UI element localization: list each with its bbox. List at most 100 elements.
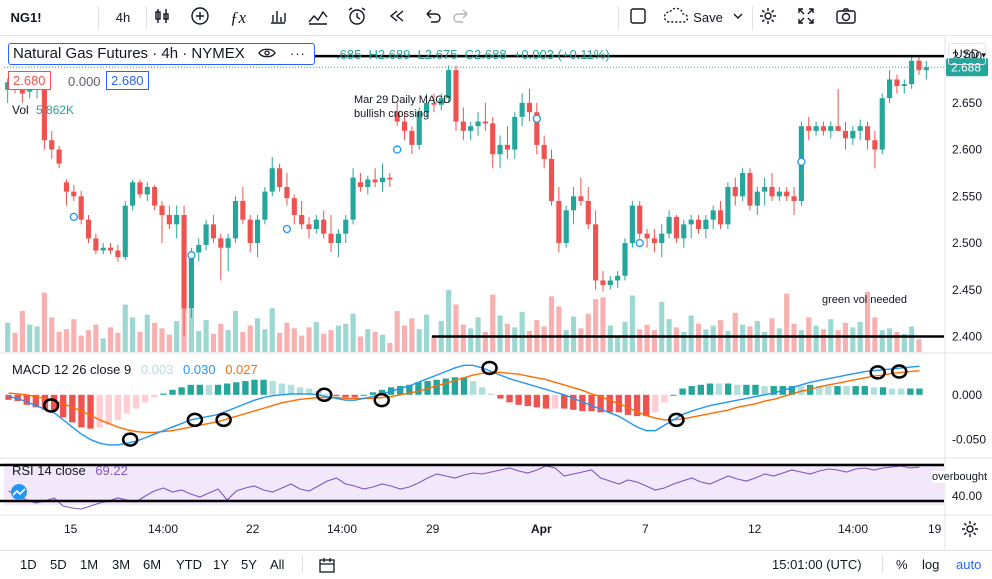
range-button-ytd[interactable]: YTD bbox=[176, 557, 202, 572]
volume-bar bbox=[328, 330, 334, 352]
volume-bar bbox=[299, 335, 305, 352]
candle-body bbox=[688, 219, 694, 225]
macd-histogram-bar bbox=[451, 377, 459, 395]
toolbar-divider bbox=[302, 555, 303, 573]
financials-button[interactable] bbox=[266, 6, 290, 30]
macd-histogram-bar bbox=[916, 388, 923, 395]
candle-body bbox=[894, 79, 900, 86]
currency-selector[interactable]: USD ▾ bbox=[948, 43, 986, 65]
range-button-5d[interactable]: 5D bbox=[50, 557, 67, 572]
volume-bar bbox=[894, 331, 900, 352]
macd-histogram-bar bbox=[214, 384, 222, 395]
chart-area[interactable]: 2.700 2.650 2.600 2.550 2.500 2.450 2.400 2.688… bbox=[0, 37, 992, 550]
candle-body bbox=[269, 168, 275, 192]
volume-bar bbox=[512, 327, 518, 352]
price-tick-label: 2.400 bbox=[952, 330, 982, 344]
currency-label: USD bbox=[954, 47, 980, 61]
range-button-1m[interactable]: 1M bbox=[80, 557, 99, 572]
macd-histogram-bar bbox=[233, 382, 240, 395]
volume-bar bbox=[5, 322, 11, 352]
candle-body bbox=[277, 168, 283, 187]
event-marker bbox=[187, 251, 196, 260]
candle-body bbox=[56, 149, 62, 164]
macd-histogram-bar bbox=[852, 386, 859, 395]
volume-bar bbox=[365, 329, 371, 352]
auto-toggle[interactable]: auto bbox=[956, 557, 982, 572]
candle-body bbox=[401, 121, 408, 131]
volume-bar bbox=[629, 295, 635, 352]
volume-bar bbox=[196, 331, 202, 352]
range-button-5y[interactable]: 5Y bbox=[241, 557, 257, 572]
volume-bar bbox=[637, 329, 643, 352]
macd-histogram-bar bbox=[752, 384, 759, 395]
macd-histogram-bar bbox=[123, 394, 131, 414]
snapshot-button[interactable] bbox=[834, 6, 858, 30]
percent-toggle[interactable]: % bbox=[896, 557, 908, 572]
symbol-legend[interactable]: Natural Gas Futures · 4h · NYMEX ··· bbox=[8, 43, 315, 65]
ohlc-values: .685 H2.689 L2.675 C2.688 +0.003 (+0.11%… bbox=[336, 47, 610, 62]
crossing-marker bbox=[481, 360, 498, 376]
macd-histogram-bar bbox=[32, 394, 40, 408]
replay-button[interactable] bbox=[386, 6, 408, 30]
candle-body bbox=[710, 210, 716, 220]
volume-bar bbox=[12, 332, 18, 352]
volume-bar bbox=[563, 330, 569, 352]
range-button-1d[interactable]: 1D bbox=[20, 557, 37, 572]
eye-icon[interactable] bbox=[258, 45, 277, 65]
macd-histogram-bar bbox=[533, 394, 541, 408]
compare-button[interactable] bbox=[188, 6, 212, 30]
range-button-all[interactable]: All bbox=[270, 557, 285, 572]
chart-settings-button[interactable] bbox=[960, 519, 980, 544]
candle-body bbox=[321, 219, 327, 234]
save-menu-button[interactable] bbox=[728, 6, 748, 30]
redo-button[interactable] bbox=[450, 6, 472, 30]
macd-histogram-bar bbox=[342, 394, 349, 398]
macd-histogram-bar bbox=[87, 394, 94, 429]
macd-histogram-bar bbox=[551, 394, 559, 409]
fullscreen-icon bbox=[798, 8, 814, 24]
calendar-icon bbox=[319, 558, 335, 573]
macd-histogram-bar bbox=[743, 384, 750, 395]
macd-histogram-bar bbox=[542, 394, 550, 409]
chart-type-button[interactable] bbox=[150, 6, 174, 30]
save-button[interactable]: Save bbox=[693, 10, 723, 25]
collapse-pane-button[interactable] bbox=[6, 483, 32, 506]
rewind-icon bbox=[389, 10, 404, 22]
layout-button[interactable] bbox=[626, 6, 650, 30]
overbought-annotation: overbought bbox=[932, 471, 988, 483]
symbol-search-button[interactable]: NG1! bbox=[10, 10, 42, 25]
clock-display[interactable]: 15:01:00 (UTC) bbox=[772, 557, 862, 572]
volume-bar bbox=[644, 324, 650, 352]
chart-svg[interactable]: 2.7002.6502.6002.5502.5002.4502.4002.688… bbox=[0, 37, 992, 550]
candle-body bbox=[909, 60, 915, 85]
range-button-3m[interactable]: 3M bbox=[112, 557, 131, 572]
log-toggle[interactable]: log bbox=[922, 557, 940, 572]
range-button-6m[interactable]: 6M bbox=[143, 557, 162, 572]
range-button-1y[interactable]: 1Y bbox=[213, 557, 229, 572]
candle-body bbox=[343, 219, 349, 234]
alert-button[interactable] bbox=[344, 6, 370, 30]
toolbar-divider bbox=[618, 6, 619, 30]
interval-button[interactable]: 4h bbox=[115, 10, 131, 25]
more-icon[interactable]: ··· bbox=[290, 46, 306, 61]
templates-button[interactable] bbox=[306, 6, 330, 30]
candle-body bbox=[784, 191, 790, 197]
macd-histogram-bar bbox=[433, 379, 440, 395]
candle-body bbox=[210, 224, 217, 239]
rsi-legend[interactable]: RSI 14 close 69.22 bbox=[12, 463, 128, 478]
alarm-clock-icon bbox=[348, 7, 366, 25]
undo-button[interactable] bbox=[422, 6, 444, 30]
square-icon bbox=[630, 8, 646, 24]
macd-histogram-bar bbox=[142, 394, 149, 403]
date-range-button[interactable] bbox=[318, 556, 336, 574]
macd-legend[interactable]: MACD 12 26 close 9 0.003 0.030 0.027 bbox=[12, 362, 258, 377]
volume-bar bbox=[887, 328, 893, 352]
candle-body bbox=[490, 123, 496, 155]
settings-button[interactable] bbox=[756, 6, 780, 30]
volume-bar bbox=[27, 324, 33, 352]
indicators-button[interactable]: ƒx bbox=[226, 6, 250, 30]
candle-body bbox=[629, 205, 635, 244]
candle-body bbox=[497, 144, 503, 155]
volume-bar bbox=[615, 335, 621, 352]
fullscreen-button[interactable] bbox=[794, 6, 818, 30]
